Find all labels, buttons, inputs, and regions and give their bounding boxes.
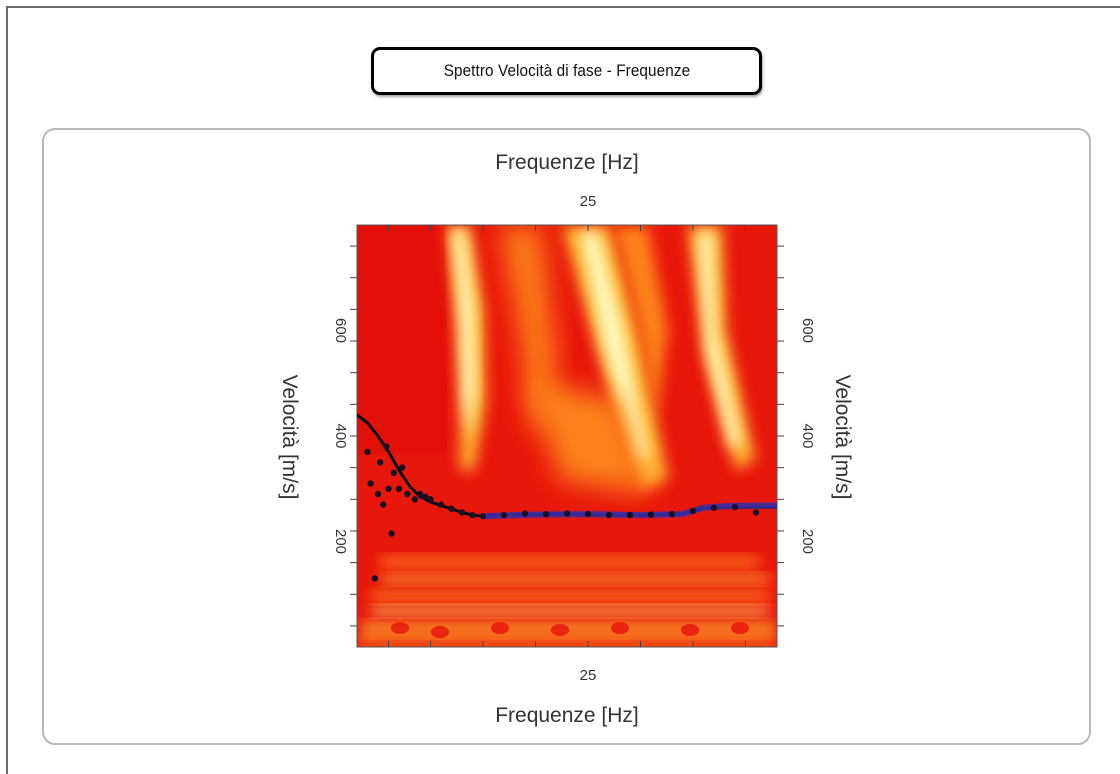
heatmap-blob-2 bbox=[491, 622, 509, 634]
heatmap-ridge-4-core bbox=[698, 232, 742, 448]
heatmap-band-2 bbox=[370, 590, 770, 602]
heatmap-blob-6 bbox=[731, 622, 749, 634]
picked-point bbox=[710, 504, 718, 511]
y-tick-label-right-200: 200 bbox=[799, 529, 816, 554]
picked-point bbox=[427, 496, 434, 503]
picked-point bbox=[376, 459, 384, 466]
picked-point bbox=[411, 496, 418, 503]
y-tick-label-left-600: 600 bbox=[332, 318, 349, 343]
page-frame bbox=[6, 6, 1120, 774]
picked-point bbox=[398, 464, 406, 471]
picked-point bbox=[380, 501, 387, 508]
picked-point bbox=[390, 469, 397, 477]
picked-point bbox=[605, 511, 613, 519]
heatmap-band-5 bbox=[357, 636, 777, 647]
picked-point bbox=[385, 485, 392, 492]
picked-point bbox=[383, 443, 390, 450]
heatmap-blob-3 bbox=[551, 624, 569, 636]
chart-title: Spettro Velocità di fase - Frequenze bbox=[443, 61, 690, 80]
y-tick-label-right-600: 600 bbox=[799, 318, 816, 343]
picked-point bbox=[458, 509, 466, 516]
x-tick-label-top-25: 25 bbox=[580, 193, 597, 210]
y-tick-label-right-400: 400 bbox=[799, 423, 816, 448]
heatmap-blob-0 bbox=[391, 622, 409, 634]
x-tick-label-bottom-25: 25 bbox=[580, 667, 597, 684]
picked-point bbox=[395, 485, 403, 492]
picked-point bbox=[752, 509, 760, 516]
heatmap-blob-5 bbox=[681, 624, 699, 636]
heatmap-low-zone bbox=[357, 225, 447, 455]
heatmap-ridge-6 bbox=[530, 380, 650, 495]
picked-point bbox=[374, 490, 382, 498]
heatmap-ridge-1-core bbox=[452, 230, 476, 440]
picked-point bbox=[647, 511, 655, 518]
axis-ticks bbox=[350, 225, 784, 647]
y-tick-label-left-400: 400 bbox=[332, 423, 349, 448]
picked-point bbox=[422, 493, 429, 500]
heatmap-ridge-3 bbox=[614, 226, 668, 420]
picked-point bbox=[563, 510, 571, 517]
picked-point bbox=[626, 511, 634, 519]
y-axis-title-left: Velocità [m/s] bbox=[278, 375, 301, 500]
picked-point bbox=[542, 510, 550, 518]
x-axis-title-top: Frequenze [Hz] bbox=[495, 151, 639, 174]
picked-point bbox=[584, 510, 592, 518]
picked-point bbox=[437, 501, 445, 508]
picked-point bbox=[416, 490, 424, 498]
picked-point bbox=[668, 510, 676, 518]
picked-point bbox=[448, 505, 455, 512]
heatmap-band-0 bbox=[380, 556, 760, 568]
picked-point bbox=[731, 504, 739, 511]
picked-point bbox=[367, 480, 374, 487]
picked-point bbox=[371, 575, 379, 582]
spectrum-heatmap bbox=[357, 225, 777, 647]
picked-point bbox=[404, 490, 411, 498]
picked-points bbox=[364, 443, 760, 582]
heatmap-blob-1 bbox=[431, 626, 449, 638]
picked-point bbox=[388, 530, 395, 537]
x-axis-title-bottom: Frequenze [Hz] bbox=[495, 704, 639, 727]
picked-point bbox=[364, 448, 371, 455]
heatmap-band-1 bbox=[380, 574, 770, 584]
heatmap-ridge-2-core bbox=[580, 232, 650, 462]
picked-point bbox=[689, 507, 697, 515]
picked-point bbox=[500, 511, 508, 519]
picked-point bbox=[469, 511, 476, 519]
chart-title-box: Spettro Velocità di fase - Frequenze bbox=[371, 47, 762, 95]
heatmap-band-3 bbox=[370, 606, 770, 616]
y-axis-title-right: Velocità [m/s] bbox=[831, 375, 854, 500]
heatmap-blob-4 bbox=[611, 622, 629, 634]
picked-point bbox=[521, 510, 529, 517]
picked-point bbox=[479, 513, 487, 520]
y-tick-label-left-200: 200 bbox=[332, 529, 349, 554]
